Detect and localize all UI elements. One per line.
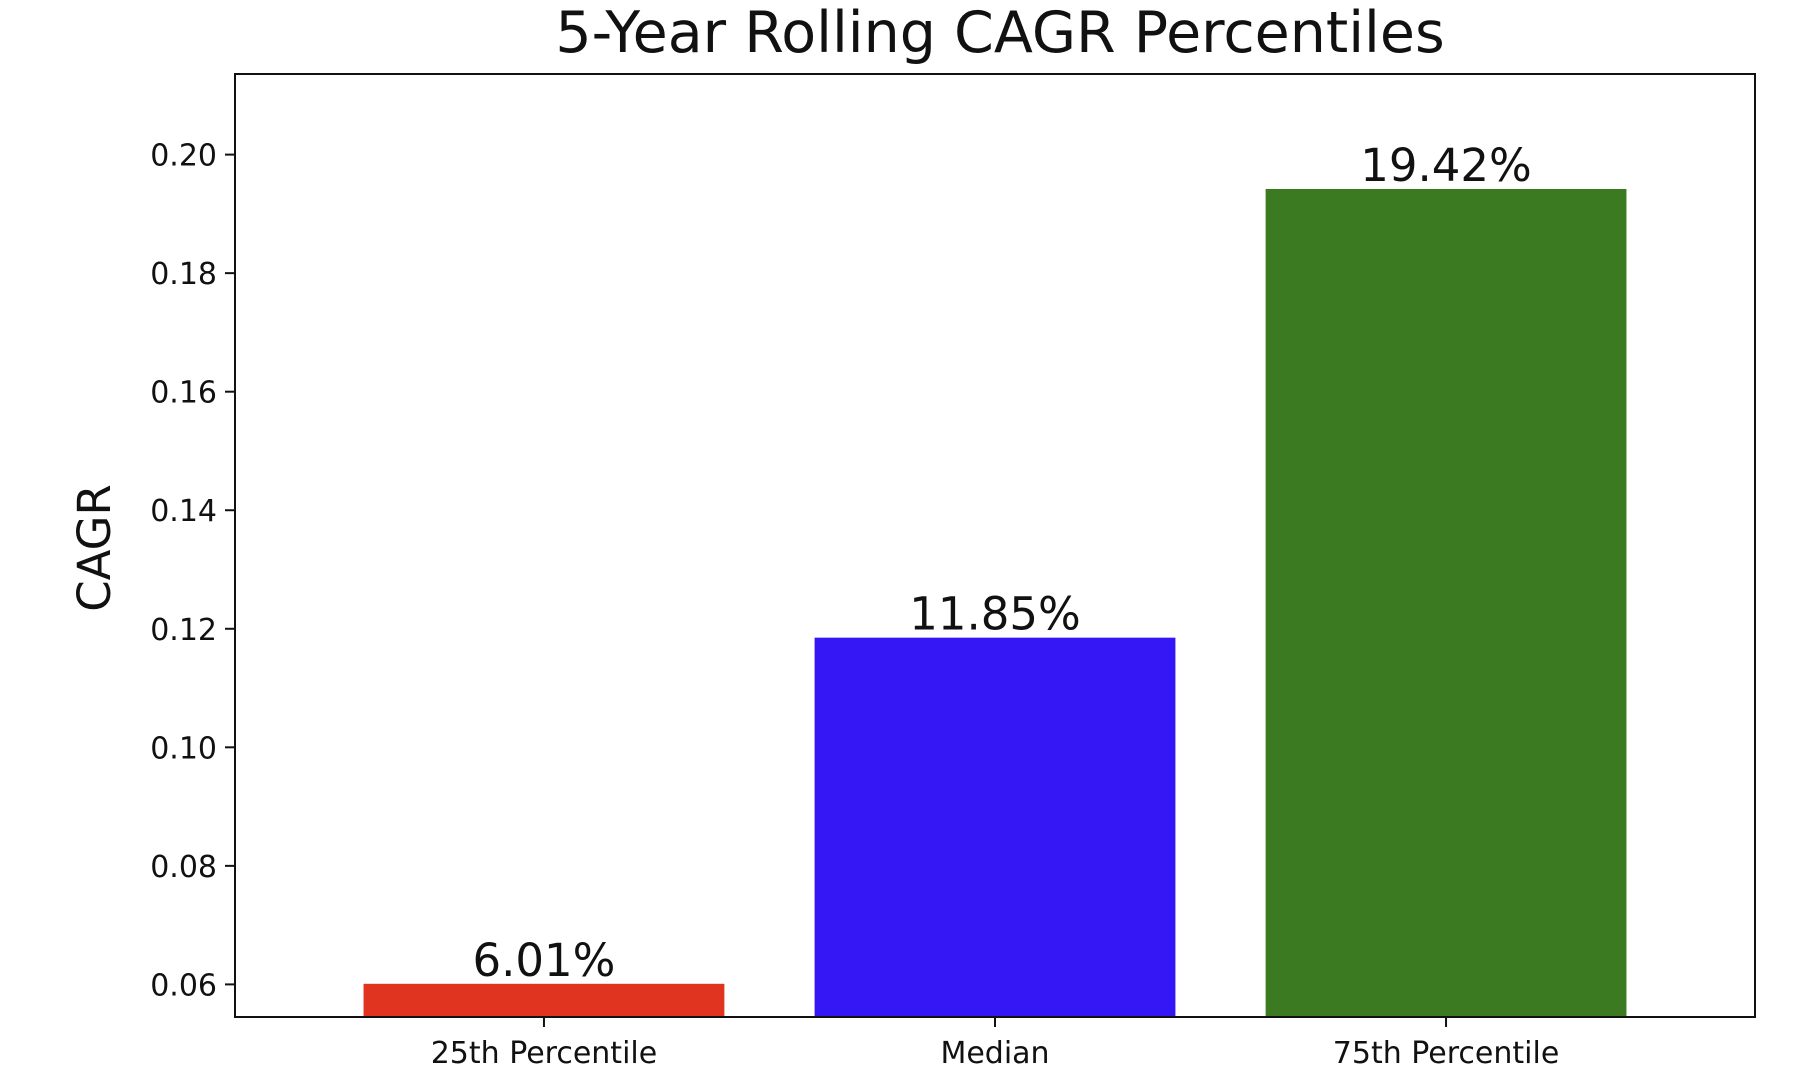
plot-frame xyxy=(234,73,1756,1018)
y-tick-label: 0.16 xyxy=(150,376,217,411)
y-tick-label: 0.20 xyxy=(150,139,217,174)
bar-1 xyxy=(363,983,725,1017)
bar-value-label: 19.42% xyxy=(1360,139,1532,192)
bar-2 xyxy=(814,637,1176,1017)
y-axis: 0.06 0.08 0.10 0.12 0.14 0.16 0.18 0.20 xyxy=(150,139,235,1003)
x-axis: 25th Percentile Median 75th Percentile xyxy=(431,1017,1560,1071)
bar-3 xyxy=(1265,188,1627,1018)
y-tick-label: 0.18 xyxy=(150,257,217,292)
y-axis-label: CAGR xyxy=(68,484,121,612)
y-tick-label: 0.14 xyxy=(150,494,217,529)
y-tick-label: 0.10 xyxy=(150,731,217,766)
chart-title: 5-Year Rolling CAGR Percentiles xyxy=(555,0,1444,66)
bar-value-label: 11.85% xyxy=(909,588,1081,641)
bars-layer xyxy=(363,188,1627,1018)
x-tick-label: Median xyxy=(940,1036,1049,1071)
x-tick-label: 75th Percentile xyxy=(1333,1036,1560,1071)
bar-value-label: 6.01% xyxy=(472,934,615,987)
y-tick-label: 0.08 xyxy=(150,850,217,885)
x-tick-label: 25th Percentile xyxy=(431,1036,658,1071)
value-labels-layer: 6.01% 11.85% 19.42% xyxy=(472,139,1531,987)
y-tick-label: 0.12 xyxy=(150,613,217,648)
y-tick-label: 0.06 xyxy=(150,968,217,1003)
